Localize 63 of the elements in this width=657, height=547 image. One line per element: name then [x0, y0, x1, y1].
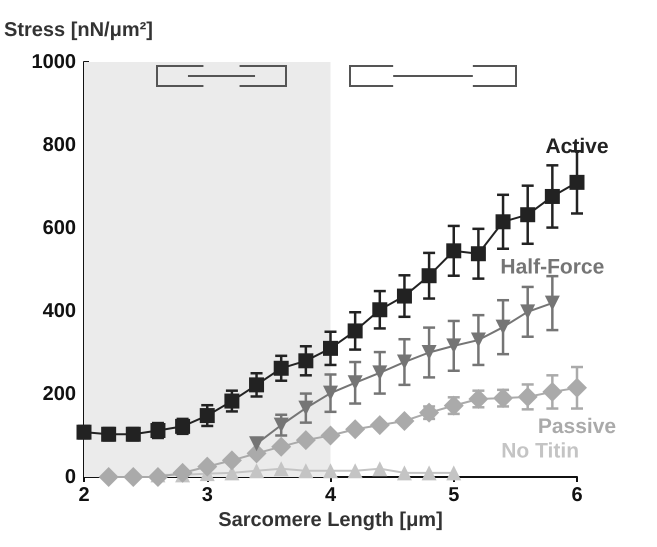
series-label: Passive	[538, 414, 616, 438]
point	[98, 467, 119, 487]
point	[123, 467, 144, 487]
point	[274, 360, 289, 376]
point	[470, 246, 486, 262]
point	[271, 436, 292, 457]
point	[542, 382, 562, 402]
point	[76, 424, 92, 440]
point	[396, 288, 412, 304]
point	[323, 340, 338, 356]
point	[172, 462, 193, 483]
y-tick-label: 400	[42, 300, 76, 322]
series-label: Half-Force	[500, 256, 604, 279]
point	[197, 456, 218, 477]
point	[224, 394, 240, 409]
point	[296, 430, 316, 450]
point	[422, 345, 437, 360]
point	[396, 465, 412, 480]
point	[249, 463, 264, 478]
y-axis-title: Stress [nN/μm²]	[4, 19, 153, 41]
point	[570, 174, 584, 190]
point	[446, 465, 462, 480]
point	[348, 323, 363, 338]
point	[372, 365, 388, 380]
x-tick-label: 2	[78, 484, 90, 506]
x-tick-label: 5	[448, 484, 460, 506]
point	[148, 467, 168, 487]
point	[422, 465, 437, 480]
x-tick-label: 6	[571, 484, 583, 506]
point	[298, 463, 314, 478]
point	[518, 386, 538, 407]
point	[394, 410, 414, 431]
point	[249, 377, 264, 392]
point	[567, 378, 587, 398]
series-label: Active	[545, 134, 609, 158]
point	[520, 304, 536, 320]
point	[200, 408, 215, 424]
point	[370, 415, 390, 436]
point	[348, 463, 363, 478]
x-tick-label: 3	[202, 484, 213, 506]
point	[274, 461, 289, 476]
x-axis-title: Sarcomere Length [μm]	[218, 508, 443, 531]
y-tick-label: 600	[42, 217, 76, 239]
point	[320, 426, 340, 446]
y-tick-label: 200	[42, 383, 76, 405]
y-tick-label: 800	[42, 134, 76, 156]
point	[298, 353, 314, 368]
point	[446, 243, 462, 258]
point	[372, 302, 388, 318]
point	[520, 207, 536, 222]
y-tick-label: 1000	[32, 51, 76, 73]
point	[249, 436, 264, 452]
point	[345, 419, 366, 440]
y-tick-label: 0	[64, 466, 76, 488]
point	[348, 375, 363, 390]
x-tick-label: 4	[324, 484, 337, 506]
point	[422, 268, 437, 284]
text: No Titin	[501, 439, 580, 462]
point	[323, 463, 338, 478]
point	[544, 188, 560, 204]
point	[372, 461, 388, 476]
point	[496, 214, 511, 230]
point	[222, 450, 242, 470]
